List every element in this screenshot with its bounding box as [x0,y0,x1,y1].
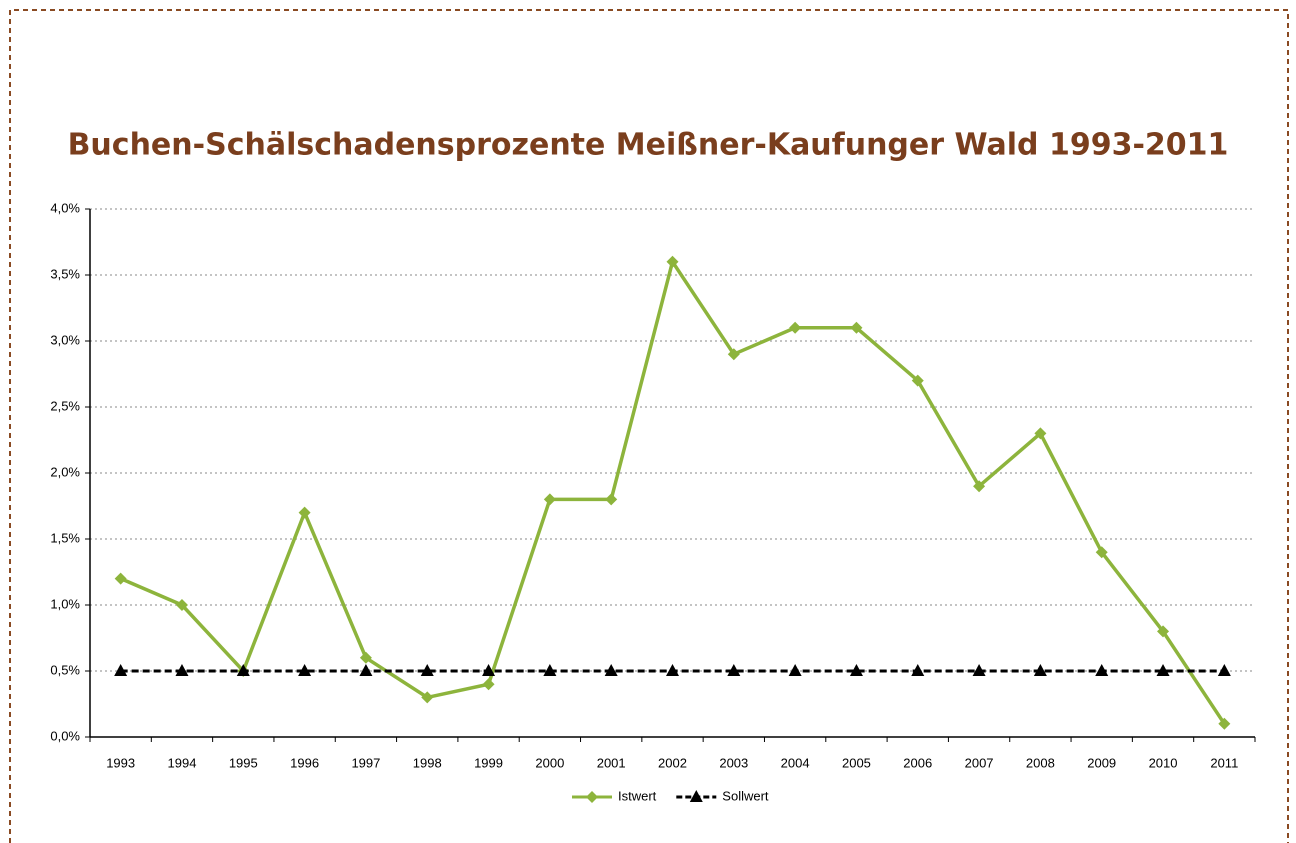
marker-triangle [666,664,679,676]
chart-title: Buchen-Schälschadensprozente Meißner-Kau… [68,128,1229,163]
marker-triangle [175,664,189,676]
x-tick-label: 1995 [229,755,258,770]
marker-triangle [1156,664,1170,676]
marker-triangle [359,664,373,676]
marker-triangle [1033,664,1047,676]
y-tick-label: 2,0% [50,464,80,479]
marker-triangle [604,664,618,676]
y-tick-label: 1,5% [50,530,80,545]
y-tick-label: 1,0% [50,596,80,611]
marker-diamond [114,572,127,585]
x-tick-label: 2011 [1210,755,1238,770]
x-tick-label: 1997 [351,755,380,770]
marker-triangle [1217,664,1231,676]
marker-diamond [973,480,986,493]
marker-diamond [421,691,434,704]
y-tick-label: 3,0% [50,332,80,347]
marker-diamond [482,678,495,691]
x-tick-label: 2006 [903,755,932,770]
marker-diamond [298,506,311,519]
marker-triangle [236,664,250,676]
marker-diamond [1095,546,1108,559]
marker-diamond [1218,717,1231,730]
y-tick-label: 0,5% [50,662,80,677]
marker-diamond [359,651,372,664]
marker-diamond [586,791,598,803]
x-tick-label: 1998 [413,755,442,770]
y-tick-label: 4,0% [50,200,80,215]
series-line [119,257,1226,725]
x-tick-label: 2005 [842,755,871,770]
marker-triangle [298,664,312,676]
marker-diamond [789,321,802,334]
x-tick-label: 2001 [597,755,626,770]
marker-diamond [605,493,618,506]
frame-border [9,9,1289,843]
marker-triangle [420,664,434,676]
marker-triangle [482,664,496,676]
legend-label: Sollwert [722,788,769,803]
marker-diamond [727,348,740,361]
marker-triangle [727,664,741,676]
marker-triangle [849,664,863,676]
x-tick-label: 2008 [1026,755,1055,770]
y-tick-label: 3,5% [50,266,80,281]
marker-triangle [972,664,986,676]
marker-diamond [850,321,863,334]
x-tick-label: 2002 [658,755,687,770]
legend-label: Istwert [618,788,657,803]
x-tick-label: 2003 [719,755,748,770]
marker-triangle [1095,664,1109,676]
x-tick-label: 2000 [535,755,564,770]
marker-diamond [911,374,924,387]
x-tick-label: 2007 [965,755,994,770]
x-tick-label: 2004 [781,755,810,770]
x-tick-label: 1993 [106,755,135,770]
x-tick-label: 2010 [1149,755,1178,770]
marker-diamond [543,493,556,506]
marker-triangle [911,664,925,676]
marker-diamond [666,255,679,268]
y-tick-label: 0,0% [50,728,80,743]
marker-diamond [1034,427,1047,440]
x-tick-label: 1999 [474,755,503,770]
marker-triangle [788,664,802,676]
x-tick-label: 1994 [168,755,197,770]
x-tick-label: 2009 [1087,755,1116,770]
marker-triangle [543,664,557,676]
marker-triangle [114,664,128,676]
marker-diamond [1157,625,1170,638]
y-tick-label: 2,5% [50,398,80,413]
marker-diamond [175,599,188,611]
marker-triangle [689,790,703,802]
x-tick-label: 1996 [290,755,319,770]
